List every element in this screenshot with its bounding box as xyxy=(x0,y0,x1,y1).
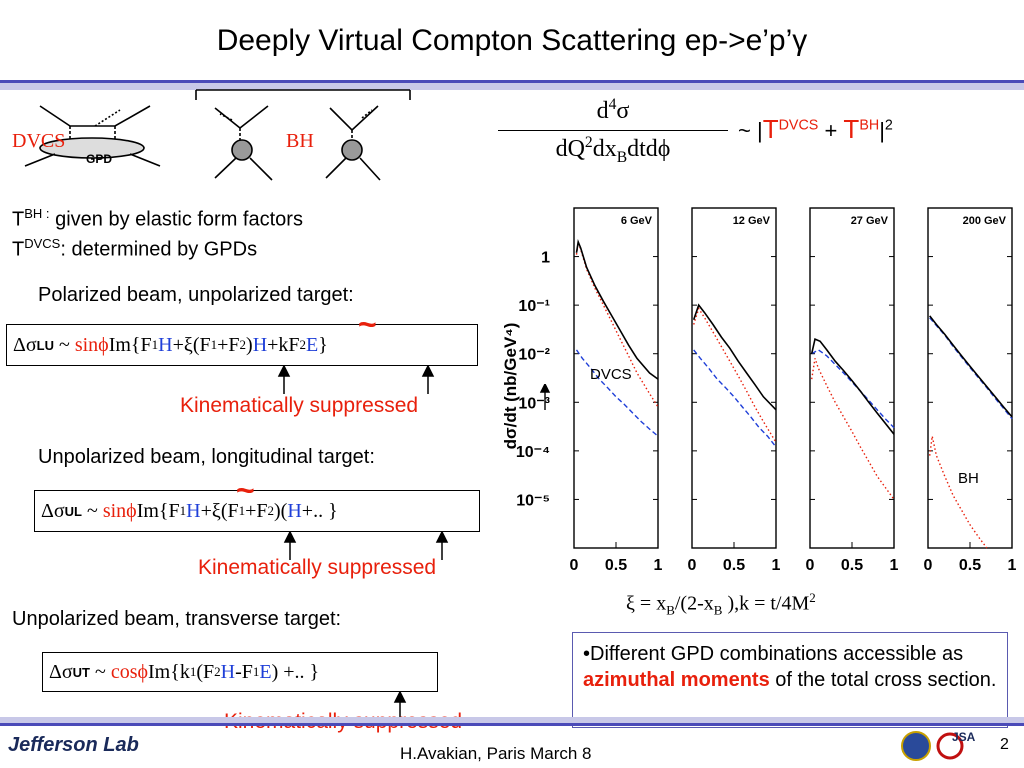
gpd-note-box: •Different GPD combinations accessible a… xyxy=(572,632,1008,728)
chart-ytick-label: 10⁻¹ xyxy=(518,298,550,315)
chart-xtick-label: 0.5 xyxy=(723,557,745,574)
chart-xtick-label: 1 xyxy=(654,557,663,574)
asymmetry-ul-box: Δσ UL ~ sinϕ Im{F 1 H +ξ (F 1 +F 2)(H +.. } xyxy=(34,490,480,532)
chart-curve-dvcs xyxy=(693,349,777,448)
chart-ylabel: dσ/dt (nb/GeV⁴) xyxy=(501,323,520,450)
chart-ytick-label: 10⁻² xyxy=(518,347,550,364)
chart-panel-label: 200 GeV xyxy=(963,215,1007,227)
chart-curve-bh xyxy=(929,436,988,549)
dvcs-diagram xyxy=(24,105,161,167)
asymmetry-lu-box: Δσ LU ~ sinϕ Im{F 1 H + ξ (F 1 +F 2) H +kF 2 E} xyxy=(6,324,478,366)
section-heading-lu: Polarized beam, unpolarized target: xyxy=(38,284,354,306)
arrow-ut xyxy=(393,692,407,720)
chart-curve-bh xyxy=(811,358,895,500)
footer-text: H.Avakian, Paris March 8 xyxy=(400,744,592,763)
chart-panel-label: 27 GeV xyxy=(851,215,889,227)
chart-panel-label: 6 GeV xyxy=(621,215,653,227)
formula-denominator: dQ2dxBdtdϕ xyxy=(555,134,671,166)
chart-ytick-label: 1 xyxy=(541,250,550,267)
formula-numerator: d4σ xyxy=(596,96,630,124)
gpd-label: GPD xyxy=(86,152,113,166)
kinematic-note-lu: Kinematically suppressed xyxy=(180,394,419,417)
note-text: •Different GPD combinations accessible a… xyxy=(583,643,964,665)
arrows-lu xyxy=(277,366,435,394)
note-highlight: azimuthal moments xyxy=(583,669,770,691)
chart-panel-frame xyxy=(927,207,1013,549)
jefferson-lab-logo: Jefferson Lab xyxy=(8,734,139,756)
chart-ytick-label: 10⁻⁵ xyxy=(516,492,550,509)
chart-ytick-label: 10⁻³ xyxy=(518,395,550,412)
chart-xtick-label: 0.5 xyxy=(841,557,863,574)
chart-annotation-dvcs: DVCS xyxy=(590,366,632,383)
seal-icon xyxy=(901,731,931,761)
chart-curve-dvcs xyxy=(811,349,895,429)
chart-panel-frame xyxy=(809,207,895,549)
tilde-mark-lu: ~ xyxy=(358,306,377,342)
slide-title: Deeply Virtual Compton Scattering ep->e’… xyxy=(216,24,808,57)
section-heading-ut: Unpolarized beam, transverse target: xyxy=(12,608,342,630)
cross-section-chart: dσ/dt (nb/GeV⁴) 1 10⁻¹ 10⁻² 10⁻³ 10⁻⁴ 10⁻⁵ 0 0.5… xyxy=(501,207,1017,574)
chart-xtick-label: 1 xyxy=(1008,557,1017,574)
dvcs-diagram-label: DVCS xyxy=(12,130,66,152)
xi-relation: ξ = xB/(2-xB ),k = t/4M2 xyxy=(626,590,816,618)
chart-xtick-label: 1 xyxy=(890,557,899,574)
chart-ytick-label: 10⁻⁴ xyxy=(516,444,550,461)
asymmetry-ut-box: Δσ UT ~ cosϕ Im{k 1 (F 2 H -F 1 E ) +.. } xyxy=(42,652,438,692)
chart-curve-bh xyxy=(693,306,777,443)
feynman-diagrams xyxy=(24,89,411,181)
chart-curve-total xyxy=(929,315,1013,418)
chart-xtick-label: 0 xyxy=(570,557,579,574)
chart-xtick-label: 0 xyxy=(806,557,815,574)
chart-panel-frame xyxy=(691,207,777,549)
chart-curve-total xyxy=(692,303,777,411)
bh-diagram-2 xyxy=(325,105,381,181)
tilde-mark-ul: ~ xyxy=(236,472,255,508)
chart-curve-total xyxy=(810,337,895,435)
note-tail: of the total cross section. xyxy=(769,669,997,691)
chart-curve-bh xyxy=(575,240,659,408)
jsa-logo-text: JSA xyxy=(952,730,976,744)
bh-diagram-label: BH xyxy=(286,130,314,152)
dvcs-annotation-arrow xyxy=(539,384,551,410)
page-number: 2 xyxy=(1000,736,1009,753)
chart-xtick-label: 0 xyxy=(924,557,933,574)
chart-panel-label: 12 GeV xyxy=(733,215,771,227)
chart-xtick-label: 0.5 xyxy=(959,557,981,574)
tdvcs-definition: TDVCS: determined by GPDs xyxy=(12,236,258,261)
chart-xtick-label: 0.5 xyxy=(605,557,627,574)
bh-diagram-1 xyxy=(195,89,411,181)
jsa-swoosh-icon xyxy=(936,732,964,760)
formula-rhs: ~ |TDVCS + TBH|2 xyxy=(738,114,893,144)
chart-curve-total xyxy=(575,238,659,380)
footer-rule xyxy=(0,717,1024,726)
institution-logos xyxy=(901,731,964,761)
section-heading-ul: Unpolarized beam, longitudinal target: xyxy=(38,446,375,468)
chart-curve-dvcs xyxy=(575,349,659,437)
chart-annotation-bh: BH xyxy=(958,470,979,487)
arrows-ul xyxy=(283,532,449,560)
header-rule xyxy=(0,80,1024,90)
chart-xtick-label: 0 xyxy=(688,557,697,574)
tbh-definition: TBH : given by elastic form factors xyxy=(12,206,303,231)
fraction-bar xyxy=(498,130,728,131)
kinematic-note-ul: Kinematically suppressed xyxy=(198,556,437,579)
chart-xtick-label: 1 xyxy=(772,557,781,574)
